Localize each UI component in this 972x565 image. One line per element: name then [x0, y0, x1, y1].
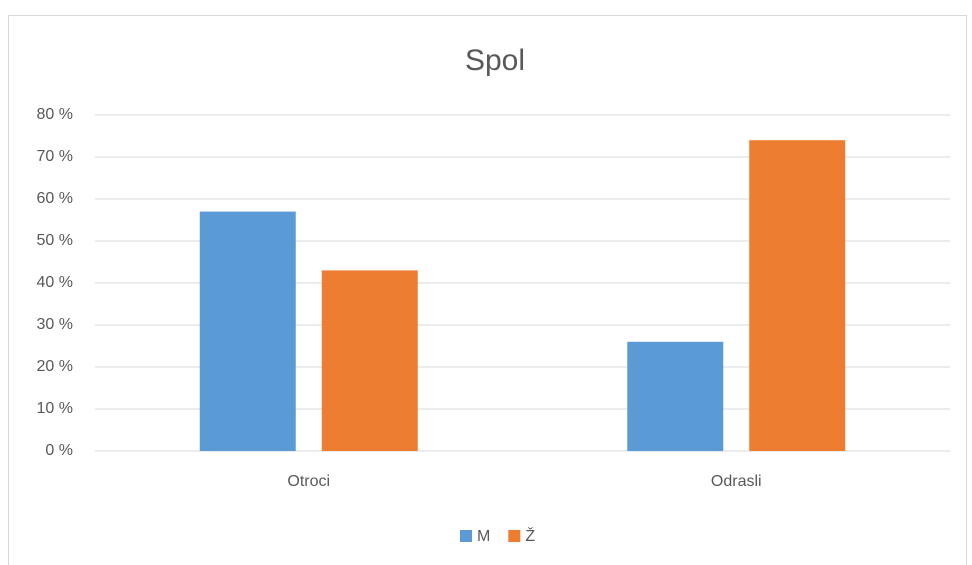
x-tick-label: Otroci — [287, 473, 330, 490]
bar — [749, 140, 846, 451]
chart-title: Spol — [465, 44, 525, 77]
bar — [321, 270, 418, 451]
legend-label: Ž — [525, 526, 535, 545]
y-tick-label: 80 % — [37, 106, 73, 123]
bar — [199, 211, 296, 451]
y-tick-label: 60 % — [37, 190, 73, 207]
y-tick-label: 20 % — [37, 358, 73, 375]
y-tick-label: 50 % — [37, 232, 73, 249]
legend-swatch — [508, 530, 521, 542]
y-tick-label: 10 % — [37, 400, 73, 417]
x-tick-label: Odrasli — [711, 473, 762, 490]
legend-swatch — [460, 530, 472, 542]
legend-label: M — [477, 528, 490, 545]
y-tick-label: 70 % — [37, 148, 73, 165]
bar — [627, 341, 724, 451]
y-tick-label: 40 % — [37, 274, 73, 291]
y-tick-label: 0 % — [45, 442, 73, 459]
y-tick-label: 30 % — [37, 316, 73, 333]
